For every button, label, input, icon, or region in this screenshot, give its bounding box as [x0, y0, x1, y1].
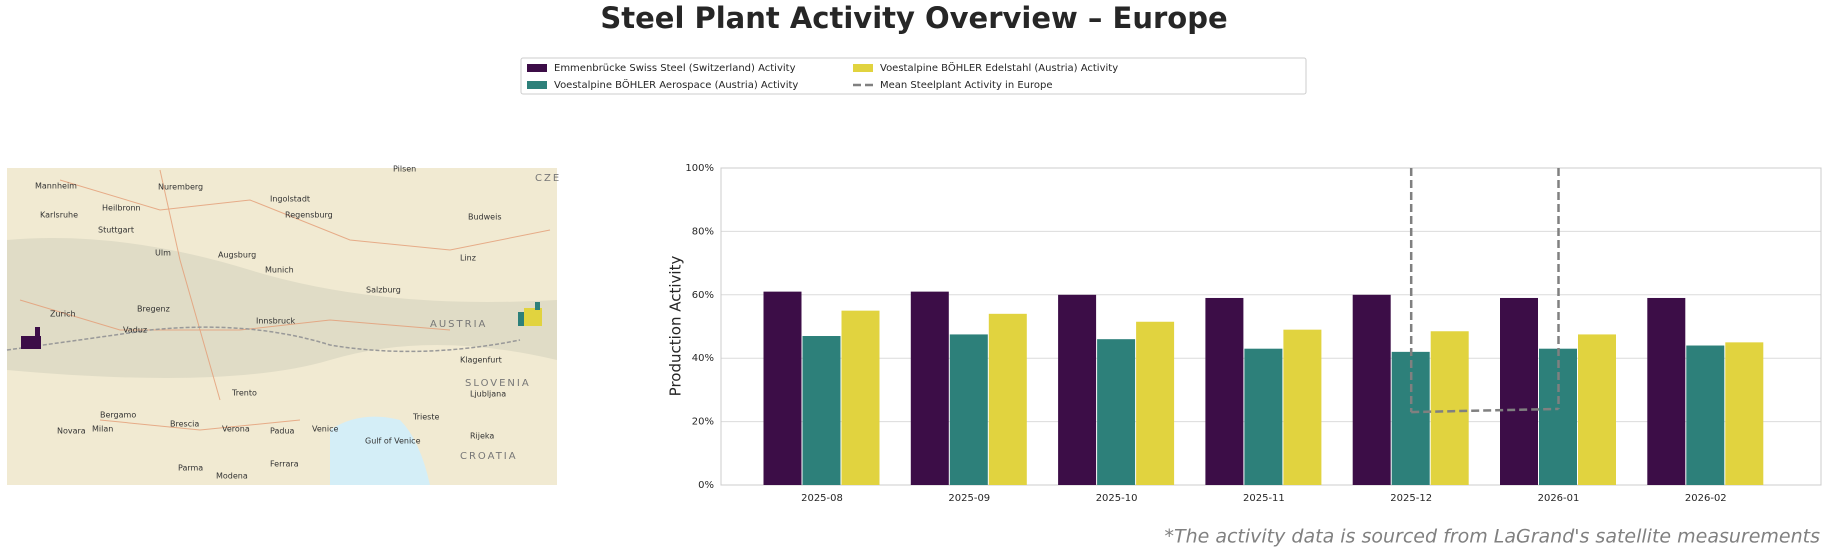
chart-title: Steel Plant Activity Overview – Europe	[600, 1, 1227, 35]
legend-swatch	[527, 64, 547, 72]
y-tick-label: 60%	[692, 290, 714, 301]
map-label: Trento	[231, 389, 257, 398]
map-label: Budweis	[468, 213, 502, 222]
x-tick-label: 2026-01	[1538, 493, 1580, 504]
bar	[1058, 294, 1097, 485]
map-label: Salzburg	[366, 286, 401, 295]
y-tick-label: 0%	[698, 480, 714, 491]
bar	[1725, 342, 1764, 485]
map-label: CZE	[535, 173, 561, 184]
y-tick-label: 100%	[685, 163, 714, 174]
map-label: Novara	[57, 427, 86, 436]
map-label: Klagenfurt	[460, 356, 502, 365]
bar	[949, 334, 988, 485]
bar	[1244, 348, 1283, 485]
bar	[1686, 345, 1725, 485]
map-label: AUSTRIA	[430, 319, 487, 330]
bar	[988, 313, 1027, 485]
x-tick-label: 2025-09	[948, 493, 990, 504]
map-alps	[7, 238, 557, 378]
bar	[1352, 294, 1391, 485]
legend-label: Voestalpine BÖHLER Edelstahl (Austria) A…	[880, 61, 1118, 74]
map-label: Verona	[222, 425, 250, 434]
y-tick-label: 20%	[692, 417, 714, 428]
legend-box	[520, 57, 1307, 95]
bar	[841, 310, 880, 485]
bar	[1205, 297, 1244, 485]
map-label: Ljubljana	[470, 390, 506, 399]
map-label: Karlsruhe	[40, 211, 78, 220]
plant-icon	[21, 327, 41, 349]
bar	[1647, 297, 1686, 485]
y-axis-label: Production Activity	[667, 256, 685, 397]
bar	[1136, 321, 1175, 485]
map-label: Ferrara	[270, 460, 299, 469]
map-label: Stuttgart	[98, 226, 134, 235]
plant-icon	[518, 302, 542, 326]
legend-label: Emmenbrücke Swiss Steel (Switzerland) Ac…	[554, 63, 796, 74]
bar	[763, 291, 802, 485]
x-tick-label: 2025-12	[1390, 493, 1432, 504]
y-tick-label: 40%	[692, 353, 714, 364]
footnote: *The activity data is sourced from LaGra…	[1164, 526, 1820, 548]
map-label: SLOVENIA	[465, 378, 531, 389]
x-tick-label: 2026-02	[1685, 493, 1727, 504]
x-tick-label: 2025-08	[801, 493, 843, 504]
map-label: Augsburg	[218, 251, 256, 260]
legend-swatch	[853, 64, 873, 72]
map-label: CROATIA	[460, 451, 518, 462]
map: Mannheim Nuremberg Pilsen CZE Karlsruhe Heilb…	[6, 165, 561, 485]
map-label: Brescia	[170, 420, 199, 429]
map-label: Gulf of Venice	[365, 437, 421, 446]
x-tick-label: 2025-11	[1243, 493, 1285, 504]
map-border	[6, 326, 521, 353]
bar	[1539, 348, 1577, 485]
legend-label: Mean Steelplant Activity in Europe	[880, 80, 1053, 91]
map-label: Regensburg	[285, 211, 333, 220]
map-sea	[330, 416, 430, 485]
map-label: Bergamo	[100, 411, 136, 420]
x-tick-label: 2025-10	[1096, 493, 1138, 504]
map-label: Modena	[216, 472, 248, 481]
bar	[1500, 297, 1538, 485]
map-label: Milan	[92, 425, 113, 434]
map-label: Parma	[178, 464, 203, 473]
map-label: Munich	[265, 266, 294, 275]
map-roads	[19, 169, 551, 431]
map-label: Nuremberg	[158, 183, 203, 192]
mean-line	[1411, 407, 1559, 414]
map-label: Linz	[460, 254, 476, 263]
bar	[802, 336, 841, 485]
bar	[1097, 339, 1136, 485]
map-label: Padua	[270, 427, 295, 436]
bar	[1430, 331, 1469, 485]
map-label: Bregenz	[137, 305, 170, 314]
map-label: Innsbruck	[256, 317, 296, 326]
map-label: Ingolstadt	[270, 195, 310, 204]
map-label: Mannheim	[35, 182, 77, 191]
legend-swatch	[527, 81, 547, 89]
map-label: Pilsen	[393, 165, 416, 174]
map-label: Vaduz	[123, 326, 147, 335]
legend-label: Voestalpine BÖHLER Aerospace (Austria) A…	[554, 78, 798, 91]
bar	[1391, 351, 1430, 485]
map-label: Trieste	[412, 413, 439, 422]
map-label: Ulm	[155, 249, 171, 258]
y-tick-label: 80%	[692, 226, 714, 237]
bar	[1578, 334, 1616, 485]
map-label: Rijeka	[470, 432, 494, 441]
map-label: Heilbronn	[102, 204, 141, 213]
map-label: Venice	[312, 425, 338, 434]
bar	[1283, 329, 1322, 485]
map-label: Zurich	[50, 310, 76, 319]
bar	[910, 291, 949, 485]
